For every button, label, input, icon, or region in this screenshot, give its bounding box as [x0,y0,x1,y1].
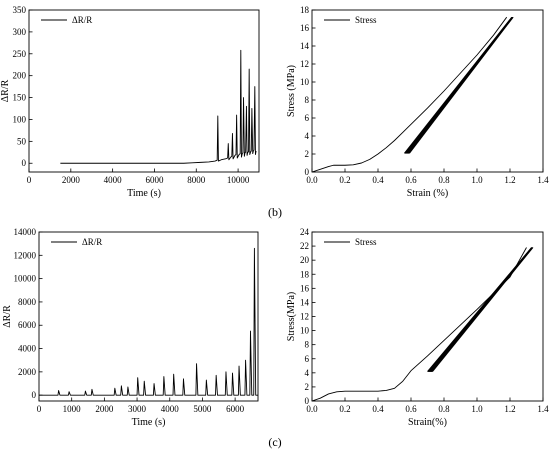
x-tick-label: 2000 [95,404,114,414]
x-tick-label: 1.0 [471,175,483,185]
y-tick-label: 14 [300,41,310,51]
y-tick-label: 300 [13,27,27,37]
x-axis-label: Time (s) [127,188,161,199]
x-axis-label: Time (s) [132,417,166,428]
series-line-stress [311,247,527,402]
y-tick-label: 0 [32,390,37,400]
y-axis-label: ΔR/R [0,79,11,102]
y-tick-label: 50 [17,136,27,146]
chart-b-left: 0 2000 4000 6000 8000 10000 0 50 100 150 200 250 300… [0,5,260,199]
panel-label-b: (b) [268,205,282,219]
x-tick-label: 1.2 [504,175,515,185]
y-tick-label: 8000 [18,297,37,307]
x-tick-label: 5000 [193,404,212,414]
y-axis-label: Stress (MPa) [286,65,297,117]
plot-frame [311,231,544,402]
x-axis-label: Strain (%) [407,188,448,199]
x-tick-label: 0.6 [405,175,417,185]
x-tick-label: 1.4 [537,175,549,185]
y-axis-label: Stress(MPa) [286,292,297,341]
series-line-stress [311,16,508,173]
y-tick-label: 350 [13,5,27,15]
y-tick-label: 0 [22,158,27,168]
x-tick-label: 0.8 [438,175,450,185]
x-tick-label: 0.0 [306,404,318,414]
x-tick-label: 0 [27,175,32,185]
x-tick-label: 4000 [104,175,123,185]
x-tick-label: 4000 [161,404,180,414]
y-tick-label: 16 [300,23,310,33]
y-tick-label: 6 [305,354,310,364]
chart-c-left: 0 1000 2000 3000 4000 5000 6000 0 2000 4000 6000 80… [2,227,259,428]
y-tick-label: 14 [300,297,310,307]
y-tick-label: 24 [300,227,310,237]
y-axis-label: ΔR/R [2,305,13,328]
y-tick-label: 250 [13,49,27,59]
y-tick-label: 2 [305,382,310,392]
x-tick-label: 1.2 [504,404,515,414]
loop-line [409,16,514,154]
y-tick-label: 10 [300,77,310,87]
x-tick-label: 10000 [227,175,250,185]
x-tick-label: 1.0 [471,404,483,414]
loop-line [432,247,534,372]
x-tick-label: 0 [37,404,42,414]
x-tick-label: 0.6 [405,404,417,414]
y-tick-label: 6 [305,113,310,123]
y-tick-label: 12 [300,312,309,322]
y-tick-label: 10000 [14,274,37,284]
plot-frame [38,231,259,402]
x-tick-label: 0.2 [339,404,350,414]
y-tick-label: 0 [305,167,310,177]
x-axis-label: Strain(%) [408,417,447,428]
y-tick-label: 12000 [14,250,37,260]
y-tick-label: 2000 [18,367,37,377]
y-tick-label: 200 [13,71,27,81]
y-tick-label: 6000 [18,320,37,330]
chart-c-right: 0.0 0.2 0.4 0.6 0.8 1.0 1.2 1.40246810121416182… [286,227,549,428]
x-tick-label: 1.4 [537,404,549,414]
y-tick-label: 18 [300,269,310,279]
y-tick-label: 16 [300,283,310,293]
y-tick-label: 100 [13,114,27,124]
y-tick-label: 12 [300,59,309,69]
legend-label: ΔR/R [72,15,92,25]
y-tick-label: 14000 [14,227,37,237]
x-tick-label: 0.0 [306,175,318,185]
x-tick-label: 0.8 [438,404,450,414]
panel-label-c: (c) [268,435,281,449]
y-tick-label: 10 [300,326,310,336]
series-line-rr [60,49,257,164]
x-tick-label: 6000 [226,404,245,414]
legend-label: Stress [355,15,377,25]
y-tick-label: 8 [305,340,310,350]
y-tick-label: 18 [300,5,310,15]
y-tick-label: 8 [305,95,310,105]
y-tick-label: 2 [305,149,310,159]
chart-b-right: 0.0 0.2 0.4 0.6 0.8 1.0 1.2 1.4 0 2 4 6 8 10 12 14 16 18 S… [286,5,549,199]
series-line-rr [39,247,258,396]
x-tick-label: 3000 [128,404,147,414]
plot-frame [311,9,544,173]
y-tick-label: 4 [305,368,310,378]
plot-frame [28,9,260,173]
y-tick-label: 0 [305,396,310,406]
y-tick-label: 22 [300,241,309,251]
legend-label: Stress [355,237,377,247]
x-tick-label: 1000 [63,404,82,414]
x-tick-label: 0.4 [372,175,384,185]
y-tick-label: 150 [13,93,27,103]
y-tick-label: 4 [305,131,310,141]
y-tick-label: 20 [300,255,310,265]
x-tick-label: 8000 [187,175,206,185]
legend-label: ΔR/R [82,237,102,247]
x-tick-label: 6000 [145,175,164,185]
y-tick-label: 4000 [18,344,37,354]
x-tick-label: 0.2 [339,175,350,185]
x-tick-label: 0.4 [372,404,384,414]
x-tick-label: 2000 [62,175,81,185]
